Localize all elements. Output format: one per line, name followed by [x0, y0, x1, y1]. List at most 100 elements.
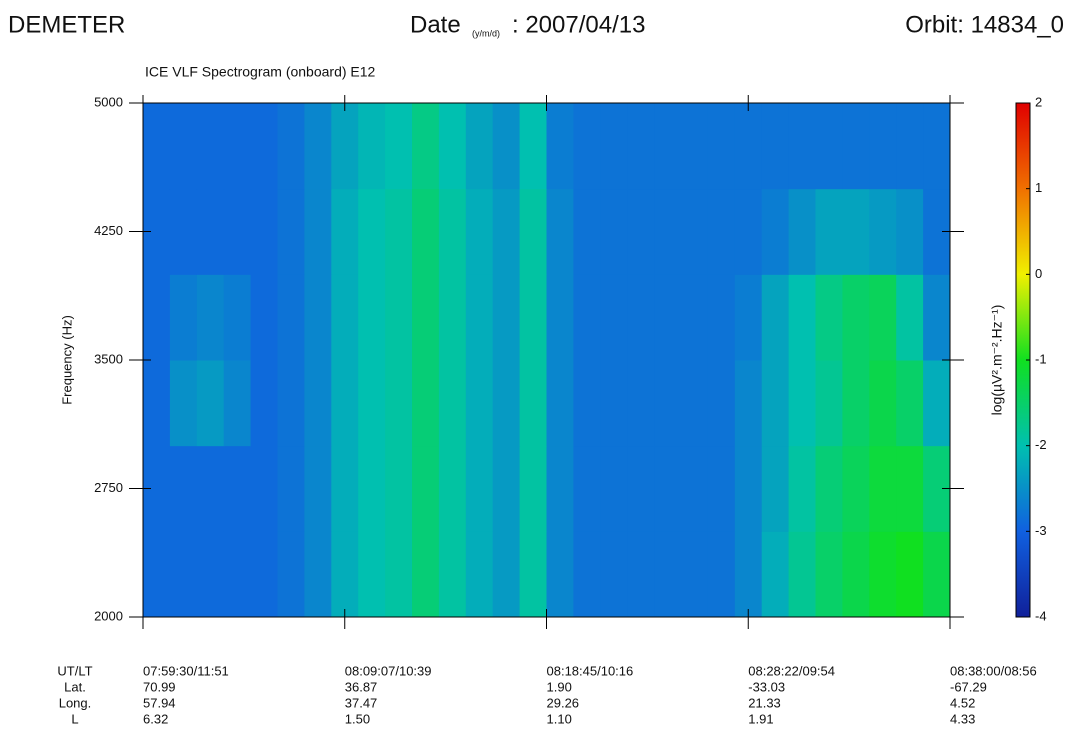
x-tick-label: 08:38:00/08:56 [950, 663, 1037, 678]
spectrogram-cell [465, 445, 494, 532]
spectrogram-cell [358, 188, 386, 275]
spectrogram-cell [600, 445, 628, 532]
orbit-value: 1.10 [547, 711, 572, 726]
spectrogram-cell [143, 531, 171, 618]
spectrogram-cell [681, 274, 709, 361]
spectrogram-cell [896, 103, 924, 190]
spectrogram-cell [761, 188, 790, 275]
spectrogram-cell [627, 531, 655, 618]
spectrogram-cell [788, 531, 816, 618]
spectrogram-cell [196, 188, 225, 275]
spectrogram-cell [412, 274, 440, 361]
spectrogram-cell [573, 188, 601, 275]
spectrogram-cell [331, 103, 359, 190]
chart-title: ICE VLF Spectrogram (onboard) E12 [145, 64, 376, 80]
spectrogram-cell [143, 103, 171, 190]
y-tick-label: 5000 [94, 94, 123, 109]
spectrogram-cell [923, 103, 951, 190]
spectrogram-cell [304, 531, 332, 618]
colorbar-tick-label: -3 [1035, 523, 1047, 538]
spectrogram-cell [385, 103, 413, 190]
spectrogram-cell [734, 531, 763, 618]
x-tick-label: 08:18:45/10:16 [547, 663, 634, 678]
spectrogram-cell [815, 188, 843, 275]
spectrogram-cell [465, 103, 494, 190]
spectrogram-cell [842, 445, 870, 532]
spectrogram-cell [492, 531, 521, 618]
spectrogram-cell [492, 445, 521, 532]
spectrogram-cell [250, 188, 278, 275]
spectrogram-cell [492, 188, 521, 275]
spectrogram-cell [196, 360, 225, 447]
spectrogram-cell [707, 445, 736, 532]
spectrogram-cell [492, 103, 521, 190]
spectrogram-cell [707, 274, 736, 361]
spectrogram-cell [896, 360, 924, 447]
spectrogram-cell [438, 188, 467, 275]
spectrogram-cell [546, 360, 574, 447]
spectrogram-cell [438, 103, 467, 190]
spectrogram-cell [761, 531, 790, 618]
spectrogram-cell [546, 445, 574, 532]
spectrogram-cell [385, 531, 413, 618]
spectrogram-cell [358, 274, 386, 361]
orbit-value: 1.50 [345, 711, 370, 726]
spectrogram-cell [250, 103, 278, 190]
spectrogram-cell [465, 274, 494, 361]
spectrogram-cell [277, 274, 305, 361]
spectrogram-cell [196, 274, 225, 361]
spectrogram-cell [681, 531, 709, 618]
spectrogram-cell [627, 188, 655, 275]
colorbar-tick-label: -2 [1035, 437, 1047, 452]
spectrogram-cell [761, 445, 790, 532]
spectrogram-cell [896, 274, 924, 361]
x-tick-label: 08:09:07/10:39 [345, 663, 432, 678]
spectrogram-cell [143, 360, 171, 447]
spectrogram-cell [438, 445, 467, 532]
spectrogram-cell [331, 188, 359, 275]
spectrogram-cell [358, 360, 386, 447]
spectrogram-cell [143, 274, 171, 361]
spectrogram-cell [923, 274, 951, 361]
y-tick-label: 2000 [94, 608, 123, 623]
spectrogram-cell [681, 445, 709, 532]
orbit-value: 57.94 [143, 695, 176, 710]
spectrogram-cell [277, 360, 305, 447]
spectrogram-cell [707, 360, 736, 447]
spectrogram-cell [573, 103, 601, 190]
spectrogram-cell [815, 274, 843, 361]
spectrogram-cell [654, 103, 682, 190]
colorbar-tick-label: -4 [1035, 608, 1047, 623]
spectrogram-cell [412, 188, 440, 275]
spectrogram-cell [869, 188, 897, 275]
spectrogram-cell [788, 103, 816, 190]
spectrogram-cell [546, 274, 574, 361]
spectrogram-cell [761, 274, 790, 361]
orbit-value: 29.26 [547, 695, 580, 710]
spectrogram-cell [385, 445, 413, 532]
spectrogram-cell [277, 445, 305, 532]
spectrogram-cell [358, 445, 386, 532]
spectrogram-cell [412, 103, 440, 190]
spectrogram-cell [519, 360, 547, 447]
spectrogram-cell [600, 531, 628, 618]
spectrogram-cell [842, 188, 870, 275]
spectrogram-cell [546, 188, 574, 275]
spectrogram-cell [654, 445, 682, 532]
spectrogram-cell [331, 531, 359, 618]
spectrogram-cell [734, 274, 763, 361]
spectrogram-cell [869, 274, 897, 361]
spectrogram-cell [869, 360, 897, 447]
mission: DEMETER [8, 11, 125, 38]
spectrogram-cell [627, 445, 655, 532]
colorbar-tick-label: 2 [1035, 94, 1042, 109]
spectrogram-cell [385, 188, 413, 275]
spectrogram-cell [519, 445, 547, 532]
spectrogram-cell [492, 360, 521, 447]
spectrogram-cell [761, 103, 790, 190]
spectrogram-cell [627, 360, 655, 447]
spectrogram-cell [707, 188, 736, 275]
colorbar-tick-label: 1 [1035, 180, 1042, 195]
spectrogram-cell [600, 360, 628, 447]
spectrogram-cell [654, 531, 682, 618]
